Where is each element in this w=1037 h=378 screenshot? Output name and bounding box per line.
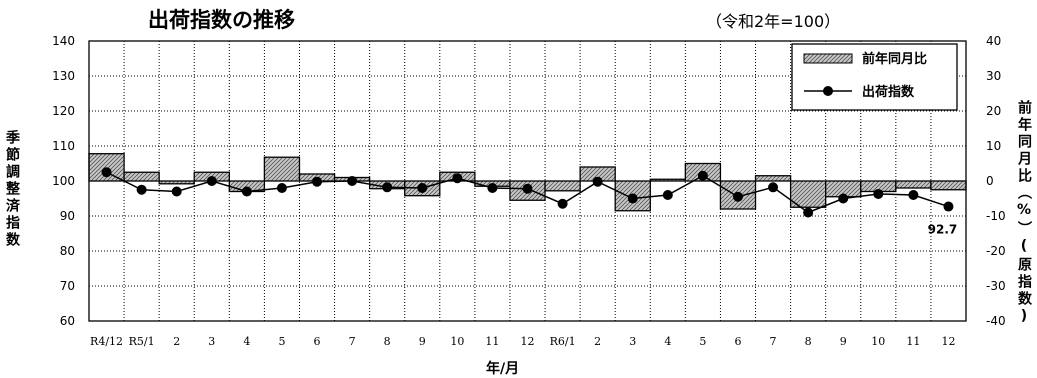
legend-line-label: 出荷指数 (862, 84, 915, 100)
data-label: 92.7 (928, 223, 958, 237)
index-point (452, 173, 463, 184)
index-point (487, 183, 498, 193)
x-tick-label: R5/1 (129, 335, 155, 348)
yoy-bar (649, 178, 687, 182)
index-point (697, 170, 708, 181)
x-tick-label: 3 (629, 335, 636, 348)
yoy-bar (123, 171, 160, 182)
index-point (382, 182, 393, 193)
index-point (171, 186, 182, 197)
y2-tick-label: 30 (986, 69, 1001, 83)
index-point (417, 183, 428, 193)
index-point (662, 190, 673, 200)
index-point (592, 176, 603, 187)
index-point (206, 176, 217, 186)
y2-tick-label: -30 (986, 279, 1006, 293)
yoy-bar (895, 180, 932, 189)
x-tick-label: 2 (173, 335, 180, 348)
x-tick-label: R4/12 (90, 335, 123, 348)
x-tick-label: 6 (734, 335, 741, 348)
x-tick-label: 5 (278, 335, 285, 348)
index-point (347, 176, 358, 186)
x-tick-label: 9 (840, 335, 847, 348)
x-tick-label: R6/1 (550, 335, 576, 348)
yoy-bar (930, 180, 967, 191)
x-tick-label: 5 (699, 335, 706, 348)
y-tick-label: 60 (60, 314, 75, 328)
y2-axis-label: 前年同月比（%）(原指数) (1016, 100, 1032, 327)
yoy-bar (158, 180, 195, 185)
plot-border (88, 40, 967, 322)
y-tick-label: 80 (60, 244, 75, 258)
x-tick-label: 7 (349, 335, 356, 348)
x-tick-label: 4 (243, 335, 250, 348)
index-point (627, 193, 638, 204)
x-tick-label: 4 (664, 335, 671, 348)
index-point (873, 188, 884, 199)
x-tick-label: 12 (521, 335, 535, 348)
y-tick-label: 120 (52, 104, 75, 118)
index-point (557, 198, 568, 209)
y-tick-label: 140 (52, 34, 75, 48)
index-point (943, 201, 954, 212)
legend-line-marker (823, 86, 833, 96)
y2-tick-label: 10 (986, 139, 1001, 153)
yoy-bar (544, 180, 581, 192)
legend-bar-label: 前年同月比 (862, 51, 927, 67)
y-tick-label: 100 (52, 174, 75, 188)
y2-tick-label: 0 (986, 174, 994, 188)
index-point (732, 191, 743, 202)
index-point (101, 167, 112, 178)
x-tick-label: 8 (805, 335, 812, 348)
x-tick-label: 2 (594, 335, 601, 348)
index-point (312, 176, 323, 187)
x-tick-label: 3 (208, 335, 215, 348)
index-point (908, 190, 919, 200)
y2-tick-label: 40 (986, 34, 1001, 48)
y2-tick-label: -40 (986, 314, 1006, 328)
x-tick-label: 8 (384, 335, 391, 348)
index-point (276, 183, 287, 193)
y2-tick-label: 20 (986, 104, 1001, 118)
y-axis-label: 季節調整済指数 (4, 130, 20, 249)
y2-tick-label: -10 (986, 209, 1006, 223)
index-point (838, 193, 849, 204)
x-tick-label: 6 (314, 335, 321, 348)
index-point (522, 183, 533, 194)
index-point (803, 207, 814, 218)
index-point (768, 182, 779, 193)
yoy-bar (614, 180, 651, 212)
x-tick-label: 7 (770, 335, 777, 348)
x-tick-label: 11 (485, 335, 499, 348)
x-tick-label: 9 (419, 335, 426, 348)
y-tick-label: 130 (52, 69, 75, 83)
index-point (241, 186, 252, 197)
chart-title: 出荷指数の推移 (148, 8, 295, 32)
x-tick-label: 10 (871, 335, 885, 348)
x-tick-label: 12 (941, 335, 955, 348)
yoy-bar (754, 175, 792, 182)
y2-tick-label: -20 (986, 244, 1006, 258)
y-tick-label: 90 (60, 209, 75, 223)
yoy-bar (263, 156, 301, 182)
legend-bar-swatch (803, 53, 853, 64)
x-axis-label: 年/月 (486, 361, 520, 377)
y-tick-label: 70 (60, 279, 75, 293)
chart-subtitle: （令和2年=100） (706, 12, 841, 31)
y-tick-label: 110 (52, 139, 75, 153)
index-point (136, 184, 147, 195)
x-tick-label: 11 (906, 335, 920, 348)
x-tick-label: 10 (450, 335, 464, 348)
